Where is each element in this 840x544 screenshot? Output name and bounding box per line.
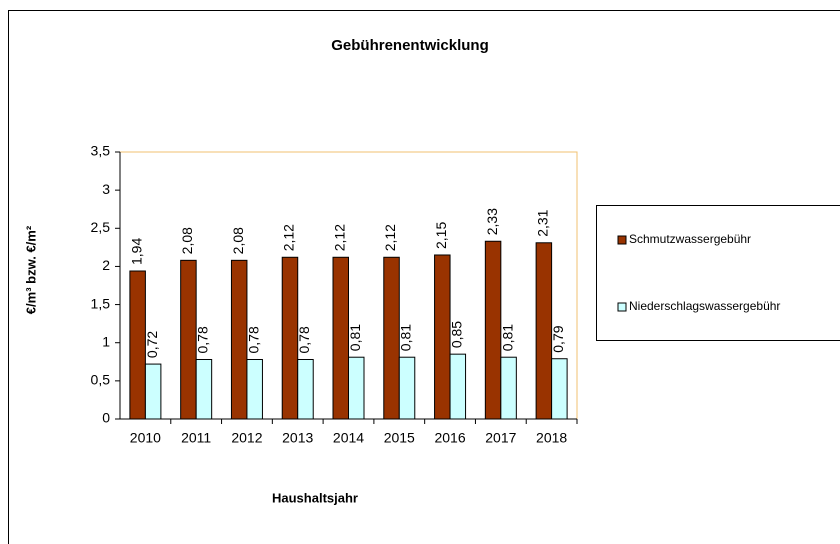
- data-label: 2,33: [484, 208, 500, 235]
- bar: [144, 363, 162, 420]
- data-label: 0,78: [195, 326, 211, 353]
- x-tick-label: 2018: [536, 430, 567, 446]
- bar: [348, 356, 365, 420]
- x-tick-label: 2012: [231, 430, 262, 446]
- data-label: 1,94: [128, 238, 144, 265]
- bar: [230, 259, 248, 420]
- legend-swatch: [617, 235, 627, 245]
- y-tick-label: 3: [102, 181, 110, 197]
- x-tick-label: 2017: [485, 430, 516, 446]
- data-label: 2,12: [281, 224, 297, 251]
- bar: [246, 358, 263, 420]
- y-axis-label: €/m³ bzw. €/m²: [23, 225, 38, 314]
- y-tick-label: 0,5: [91, 372, 111, 388]
- data-label: 0,78: [296, 326, 312, 353]
- bar: [535, 242, 553, 420]
- data-label: 0,81: [347, 324, 363, 351]
- x-tick-label: 2015: [384, 430, 415, 446]
- x-tick-label: 2011: [181, 430, 211, 446]
- data-label: 0,78: [245, 326, 261, 353]
- bar: [195, 358, 213, 420]
- y-tick-label: 0: [102, 410, 110, 426]
- legend-label: Niederschlagswassergebühr: [629, 299, 780, 313]
- bar: [180, 259, 197, 420]
- bar: [383, 256, 400, 420]
- bar: [398, 356, 416, 420]
- bar: [484, 240, 502, 420]
- data-label: 2,08: [230, 227, 246, 254]
- x-tick-label: 2013: [282, 430, 313, 446]
- y-tick-label: 2,5: [91, 219, 111, 235]
- data-label: 0,81: [499, 324, 515, 351]
- data-label: 2,12: [382, 224, 398, 251]
- legend: [596, 205, 840, 341]
- y-tick-label: 1: [102, 333, 110, 349]
- y-tick-label: 2: [102, 257, 110, 273]
- data-label: 0,85: [449, 321, 465, 348]
- x-tick-label: 2014: [333, 430, 364, 446]
- bar: [332, 256, 349, 420]
- bar: [500, 356, 517, 420]
- bar: [449, 353, 467, 420]
- x-tick-label: 2010: [130, 430, 161, 446]
- bar: [281, 256, 299, 420]
- y-tick-label: 1,5: [91, 295, 111, 311]
- bar: [551, 358, 568, 420]
- legend-label: Schmutzwassergebühr: [629, 232, 751, 246]
- data-label: 0,81: [398, 324, 414, 351]
- chart-title: Gebührenentwicklung: [331, 37, 489, 54]
- bar: [297, 358, 314, 420]
- data-label: 2,08: [179, 227, 195, 254]
- data-label: 0,72: [144, 331, 160, 358]
- data-label: 2,12: [331, 224, 347, 251]
- x-tick-label: 2016: [434, 430, 465, 446]
- bar: [129, 270, 146, 420]
- y-tick-label: 3,5: [91, 143, 111, 159]
- data-label: 2,15: [433, 222, 449, 249]
- x-axis-label: Haushaltsjahr: [272, 490, 358, 505]
- bar: [434, 254, 451, 420]
- legend-swatch: [617, 302, 627, 312]
- data-label: 0,79: [550, 325, 566, 352]
- data-label: 2,31: [535, 209, 551, 236]
